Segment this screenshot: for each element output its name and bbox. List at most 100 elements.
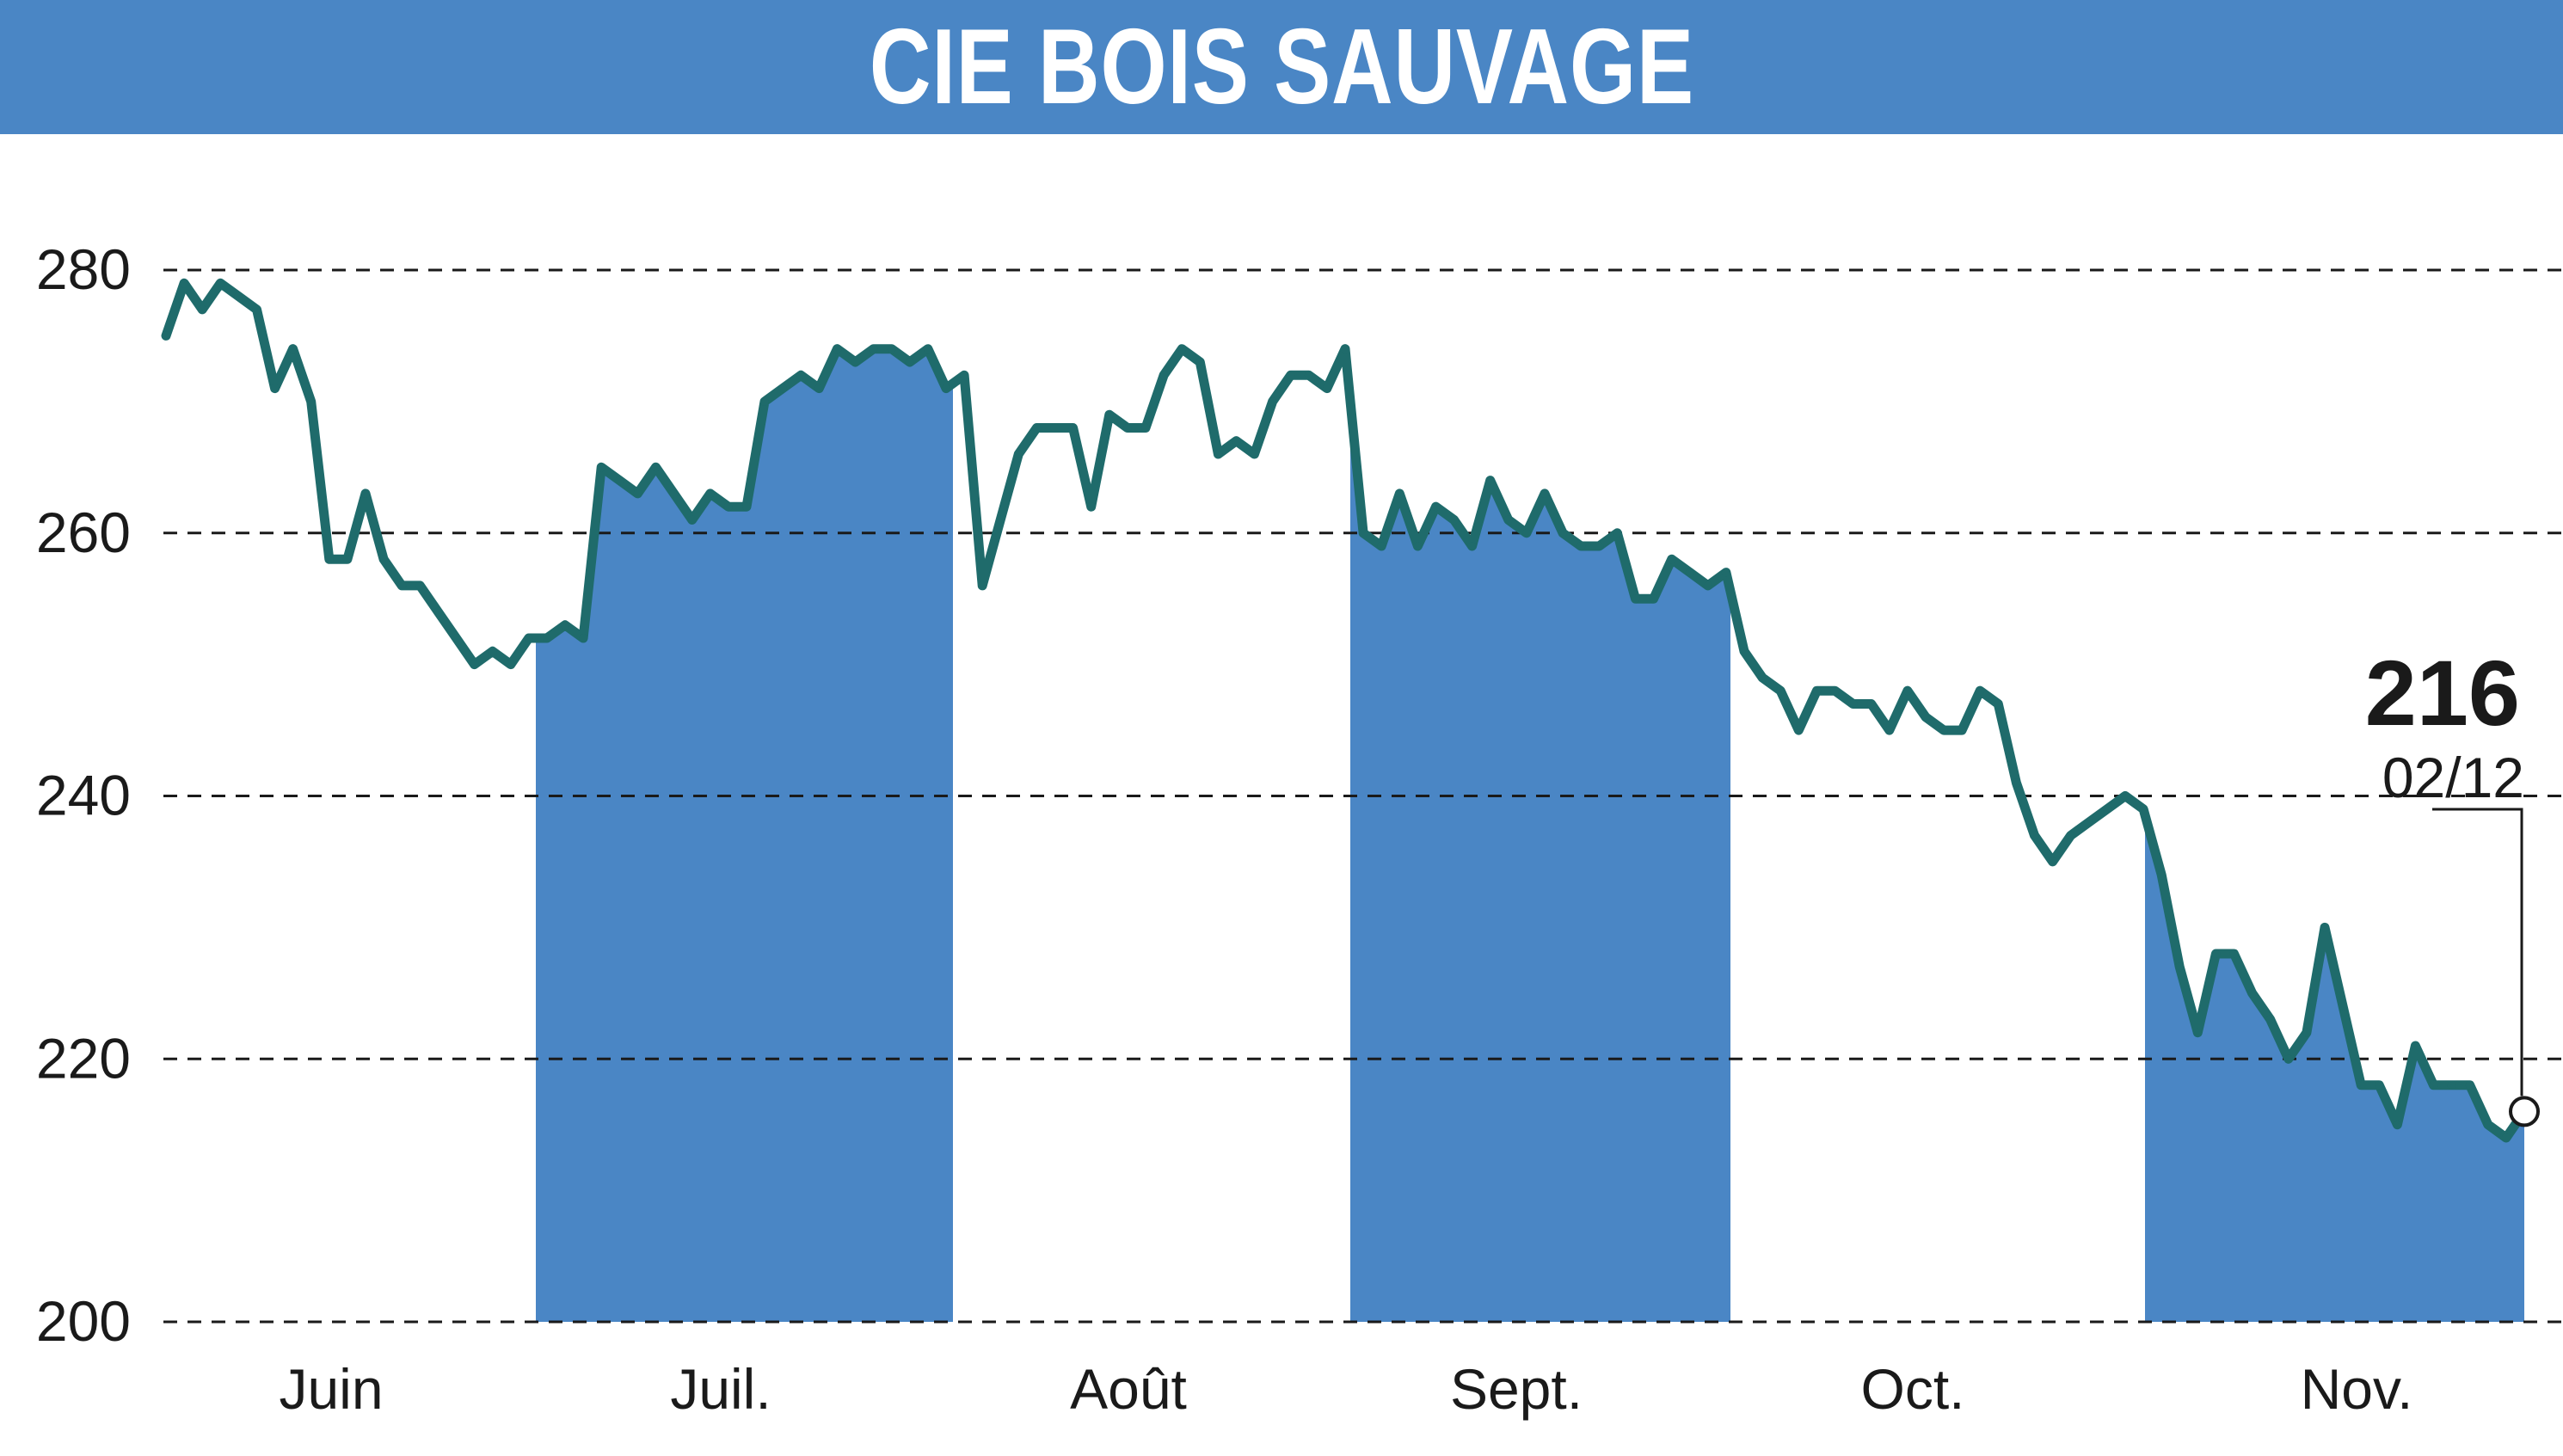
data-point	[1976, 686, 1985, 696]
data-point	[814, 384, 824, 393]
data-point	[2102, 804, 2111, 814]
data-point	[324, 555, 334, 564]
data-point	[1994, 699, 2003, 709]
data-point	[633, 488, 642, 498]
y-tick-200: 200	[36, 1289, 131, 1353]
data-point	[361, 488, 370, 498]
data-point	[1577, 542, 1586, 550]
data-point	[869, 344, 878, 353]
data-point	[996, 515, 1005, 525]
data-point	[778, 384, 788, 393]
data-point	[524, 634, 533, 642]
data-point	[1721, 568, 1730, 577]
data-point	[1794, 726, 1804, 735]
data-point	[2265, 1015, 2275, 1024]
data-point	[1304, 371, 1313, 380]
data-point	[1884, 726, 1894, 735]
data-point	[960, 371, 969, 380]
data-point	[1141, 423, 1150, 433]
data-point	[1667, 555, 1676, 564]
data-point	[2012, 778, 2021, 788]
data-point	[2084, 818, 2093, 827]
data-point	[1848, 699, 1858, 709]
data-point	[942, 384, 950, 393]
data-point	[234, 292, 243, 301]
data-point	[2139, 804, 2148, 814]
data-point	[415, 581, 425, 590]
data-point	[342, 555, 352, 564]
data-point	[2339, 1002, 2348, 1011]
data-point	[2066, 831, 2075, 840]
data-point	[2247, 988, 2257, 998]
data-point	[1268, 396, 1277, 406]
last-value-marker	[2509, 1096, 2540, 1127]
data-point	[1359, 528, 1368, 538]
data-point	[1776, 686, 1785, 696]
data-point	[1232, 436, 1241, 445]
data-point	[2193, 1028, 2203, 1037]
data-point	[1195, 358, 1205, 366]
x-tick-oct: Oct.	[1860, 1357, 1964, 1421]
data-point	[2393, 1120, 2402, 1129]
data-point	[1068, 423, 1078, 433]
data-point	[488, 647, 497, 656]
data-point	[742, 502, 751, 512]
data-point	[1086, 502, 1096, 512]
data-point	[2483, 1120, 2492, 1129]
data-point	[1050, 423, 1060, 433]
y-tick-280: 280	[36, 237, 131, 301]
data-point	[1485, 476, 1495, 485]
data-point	[1177, 344, 1187, 353]
data-point	[796, 371, 806, 380]
data-point	[1377, 542, 1386, 550]
gridlines	[163, 268, 2563, 1324]
data-point	[506, 660, 515, 669]
x-tick-juil: Juil.	[670, 1357, 771, 1421]
data-point	[1104, 410, 1114, 420]
data-point	[651, 463, 661, 472]
data-point	[669, 488, 679, 498]
band-nov	[2145, 814, 2524, 1322]
data-point	[1214, 450, 1223, 458]
data-point	[1521, 528, 1531, 538]
data-point	[833, 344, 842, 353]
data-point	[270, 384, 280, 393]
data-point	[887, 344, 896, 353]
data-point	[1740, 647, 1749, 656]
data-point	[1159, 371, 1169, 380]
data-point	[1122, 423, 1132, 433]
data-point	[2375, 1080, 2384, 1090]
data-point	[978, 581, 987, 590]
data-point	[2411, 1041, 2420, 1050]
data-point	[2320, 923, 2329, 932]
band-sept	[1350, 401, 1730, 1322]
data-point	[723, 502, 733, 512]
data-point	[1902, 686, 1912, 696]
data-point	[597, 463, 606, 472]
data-point	[433, 607, 443, 617]
data-point	[216, 279, 225, 288]
chart-title: CIE BOIS SAUVAGE	[869, 8, 1694, 126]
last-value-label: 216	[2365, 641, 2520, 745]
data-point	[2211, 949, 2221, 958]
series-group	[161, 278, 2529, 1143]
data-point	[1286, 371, 1295, 380]
data-point	[1322, 384, 1331, 393]
callout-connector	[2432, 808, 2523, 1097]
title-bar: CIE BOIS SAUVAGE	[0, 0, 2563, 134]
data-point	[1812, 686, 1822, 696]
data-point	[198, 304, 207, 314]
data-point	[851, 358, 860, 366]
data-point	[470, 660, 479, 669]
data-point	[306, 396, 316, 406]
y-tick-260: 260	[36, 501, 131, 564]
data-point	[1413, 542, 1423, 550]
data-point	[1558, 528, 1568, 538]
data-point	[1014, 450, 1023, 458]
data-point	[905, 358, 914, 366]
data-point	[180, 279, 189, 288]
data-point	[1341, 344, 1349, 353]
band-juil	[536, 348, 953, 1323]
data-point	[1758, 673, 1767, 682]
